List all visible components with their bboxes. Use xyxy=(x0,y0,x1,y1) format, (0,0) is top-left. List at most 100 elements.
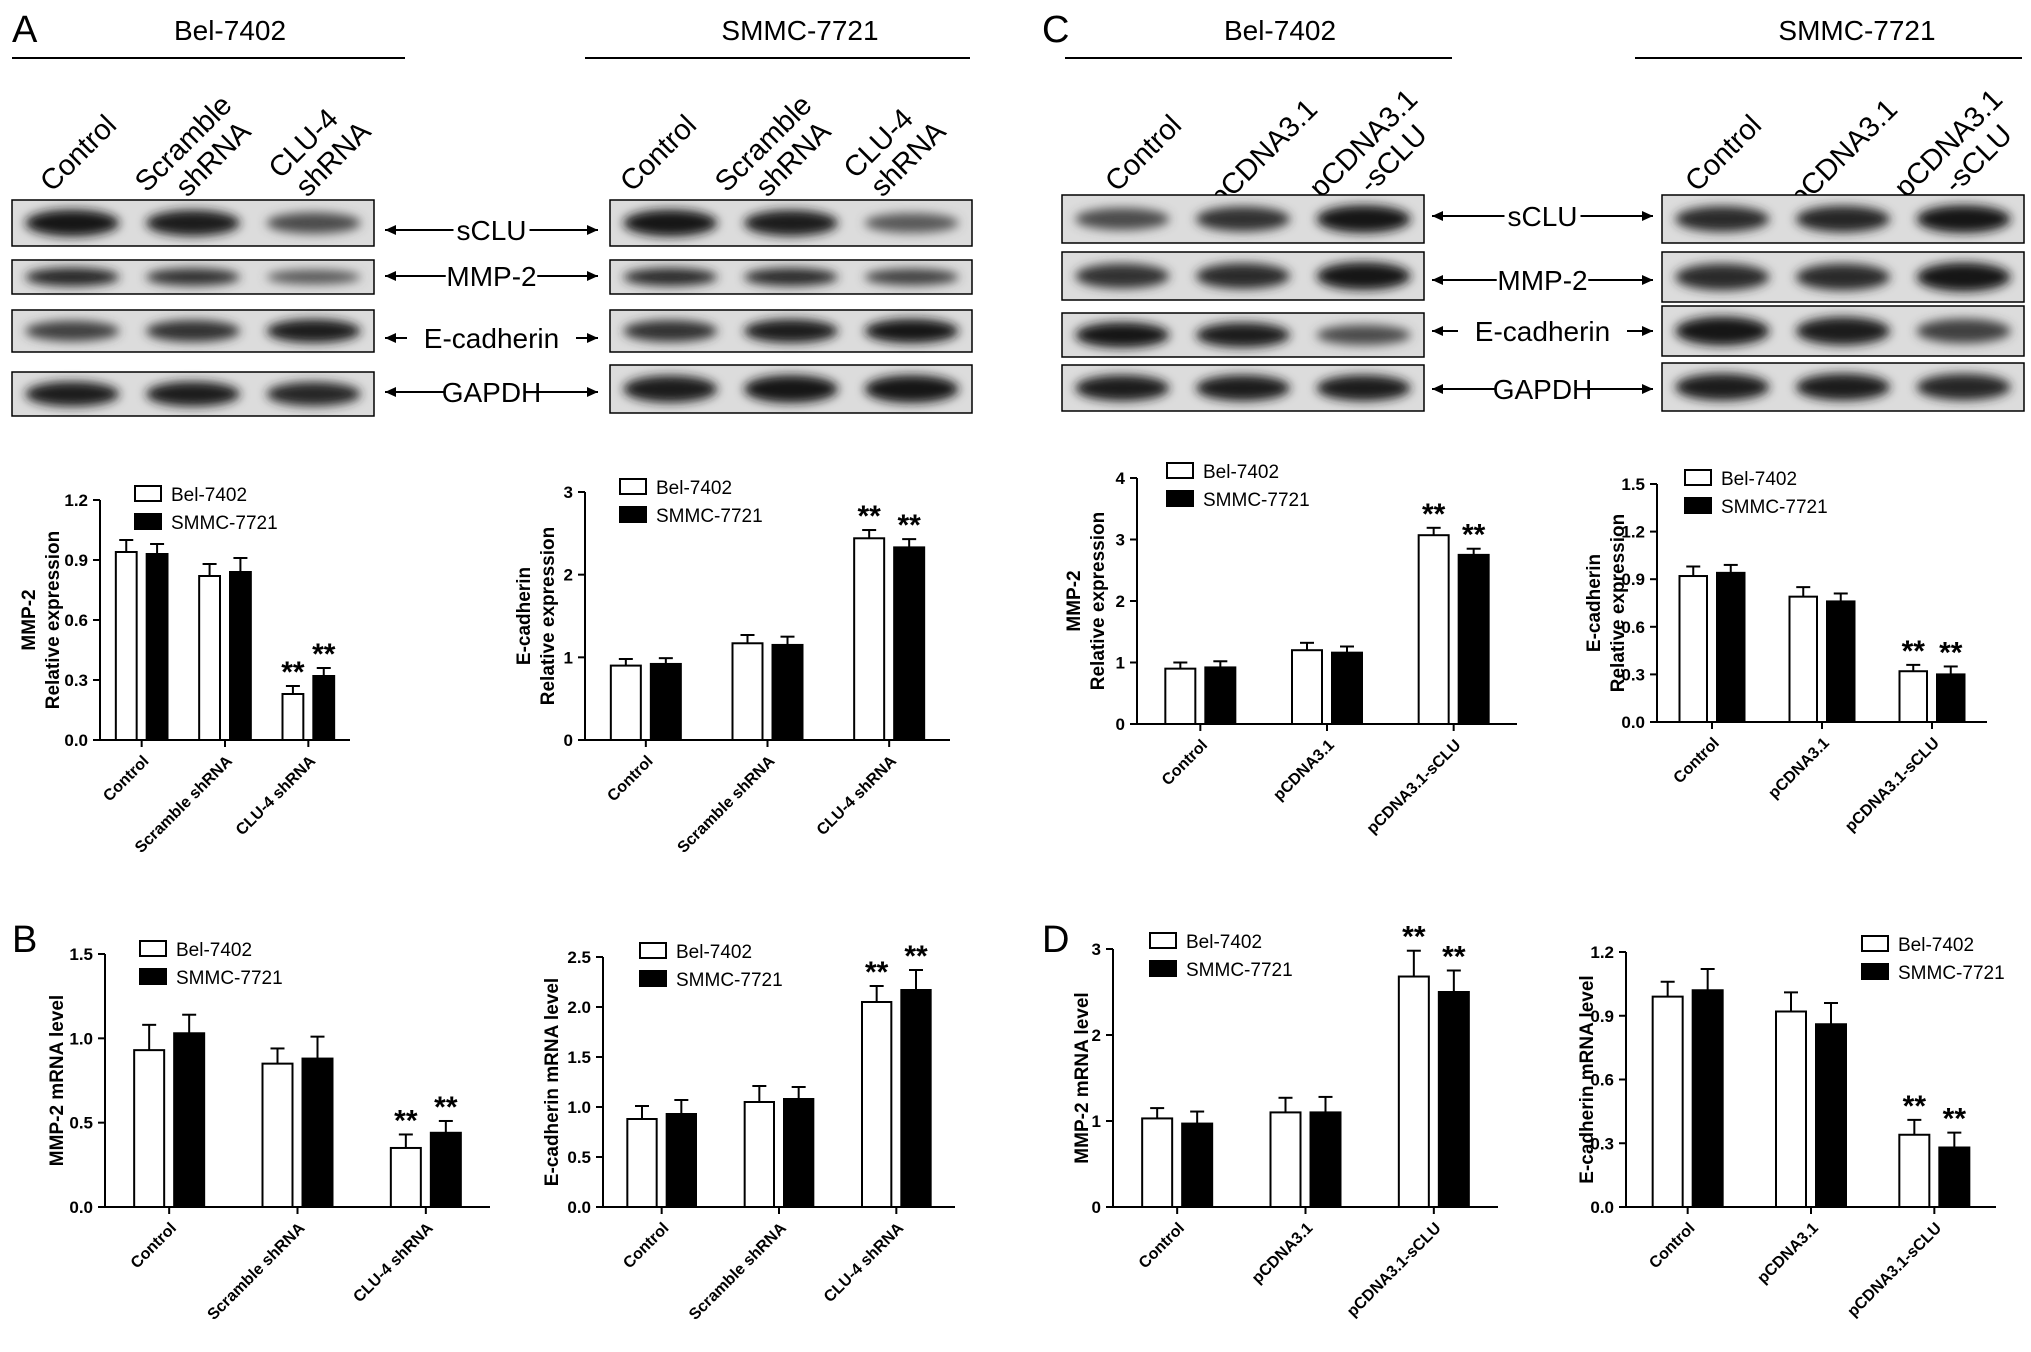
blot-band xyxy=(864,213,959,233)
arrowhead-left xyxy=(385,387,396,397)
blot-band xyxy=(1075,263,1170,289)
bar-smmc-7721 xyxy=(1815,1023,1847,1208)
y-tick-label: 0.6 xyxy=(1590,1071,1614,1090)
x-tick-label: Control xyxy=(1159,737,1211,789)
bar-smmc-7721 xyxy=(771,643,804,742)
significance-marker: ** xyxy=(1402,921,1426,954)
y-tick-label: 2.0 xyxy=(567,998,591,1017)
legend-label: Bel-7402 xyxy=(176,940,252,961)
y-axis-label: Relative expression xyxy=(1088,512,1109,690)
blot-band xyxy=(1075,207,1170,231)
y-tick-label: 0.0 xyxy=(1621,713,1645,732)
y-tick-label: 0 xyxy=(564,731,573,750)
legend-label: Bel-7402 xyxy=(676,942,752,963)
lane-label-line: Control xyxy=(614,109,703,198)
arrowhead-right xyxy=(1642,211,1653,221)
lane-label: Control xyxy=(1679,109,1768,198)
lane-label-line: Control xyxy=(1099,109,1188,198)
blot-band xyxy=(1675,373,1770,401)
bar-bel-7402 xyxy=(853,537,886,741)
significance-marker: ** xyxy=(1903,1090,1927,1123)
blot-band xyxy=(1795,205,1891,233)
bar-smmc-7721 xyxy=(1826,600,1856,723)
y-tick-label: 2.5 xyxy=(567,948,591,967)
legend-swatch xyxy=(639,970,667,987)
bar-bel-7402 xyxy=(1269,1111,1302,1209)
bar-chart-a-left: 0.0 0.3 0.6 0.9 1.2 MMP-2 Relative expression C… xyxy=(19,485,350,857)
y-tick-label: 0.9 xyxy=(64,551,88,570)
bar-smmc-7721 xyxy=(312,675,336,741)
bar-chart-a-right: 0 1 2 3 E-cadherin Relative expression Control… xyxy=(514,478,950,857)
significance-marker: ** xyxy=(1902,635,1926,668)
arrowhead-right xyxy=(587,225,598,235)
significance-marker: ** xyxy=(897,509,921,542)
lane-label-line: Control xyxy=(1679,109,1768,198)
arrowhead-left xyxy=(385,333,396,343)
significance-marker: ** xyxy=(865,956,889,989)
lane-label: Control xyxy=(614,109,703,198)
arrowhead-right xyxy=(1642,384,1653,394)
bar-smmc-7721 xyxy=(893,546,926,741)
blot-band xyxy=(1195,322,1291,348)
blot-band xyxy=(623,267,718,287)
x-tick-label: pCDNA3.1-sCLU xyxy=(1344,1220,1445,1321)
bar-chart-d-left: 0 1 2 3 MMP-2 mRNA level Control pCDNA3.1 ** ** p… xyxy=(1072,921,1498,1321)
lane-label: Control xyxy=(34,109,123,198)
bar-bel-7402 xyxy=(1651,995,1684,1208)
blot-band xyxy=(1916,373,2011,401)
protein-label: E-cadherin xyxy=(1475,316,1610,347)
x-tick-label: CLU-4 shRNA xyxy=(821,1219,908,1306)
bar-chart-c-left: 0 1 2 3 4 MMP-2 Relative expression Control pCDN… xyxy=(1064,462,1517,837)
y-tick-label: 0.0 xyxy=(69,1198,93,1217)
x-tick-label: pCDNA3.1 xyxy=(1270,737,1337,804)
legend-label: Bel-7402 xyxy=(1186,932,1262,953)
bar-bel-7402 xyxy=(198,575,222,741)
y-axis-label: MMP-2 mRNA level xyxy=(1072,992,1093,1163)
y-tick-label: 1.0 xyxy=(69,1029,93,1048)
y-tick-label: 2 xyxy=(564,566,573,585)
blot-band xyxy=(1675,206,1770,232)
cell-line-label: SMMC-7721 xyxy=(721,15,878,46)
blot-band xyxy=(266,381,361,407)
protein-label: GAPDH xyxy=(1493,374,1593,405)
significance-marker: ** xyxy=(904,940,928,973)
y-tick-label: 1.2 xyxy=(1621,523,1645,542)
blot-band xyxy=(1675,263,1770,291)
blot-band xyxy=(1675,316,1770,346)
legend-label: SMMC-7721 xyxy=(1186,960,1293,981)
blot-band xyxy=(1316,205,1411,233)
bar-smmc-7721 xyxy=(665,1113,698,1208)
legend-swatch xyxy=(1684,469,1712,486)
y-tick-label: 3 xyxy=(1116,531,1125,550)
bar-smmc-7721 xyxy=(301,1057,334,1209)
bar-chart-c-right: 0.0 0.3 0.6 0.9 1.2 1.5 E-cadherin Relative exp… xyxy=(1584,469,1987,835)
y-tick-label: 1.2 xyxy=(1590,943,1614,962)
y-tick-label: 0.0 xyxy=(567,1198,591,1217)
y-tick-label: 0.3 xyxy=(1590,1134,1614,1153)
legend-swatch xyxy=(134,485,162,502)
y-tick-label: 0 xyxy=(1092,1198,1101,1217)
y-tick-label: 0.5 xyxy=(567,1148,591,1167)
bar-smmc-7721 xyxy=(1716,571,1746,723)
bar-bel-7402 xyxy=(1898,670,1928,724)
arrowhead-left xyxy=(1432,275,1443,285)
protein-label: MMP-2 xyxy=(446,261,536,292)
x-tick-label: Control xyxy=(1671,735,1723,787)
bar-bel-7402 xyxy=(1164,667,1197,726)
legend-swatch xyxy=(134,513,162,530)
blot-band xyxy=(1916,318,2011,344)
significance-marker: ** xyxy=(1462,519,1486,552)
x-tick-label: pCDNA3.1 xyxy=(1765,735,1832,802)
protein-label: sCLU xyxy=(456,215,526,246)
blot-band xyxy=(1795,316,1891,346)
y-tick-label: 1 xyxy=(1116,654,1125,673)
blot-band xyxy=(623,209,718,237)
arrowhead-right xyxy=(587,387,598,397)
x-tick-label: Control xyxy=(604,753,656,805)
blot-band xyxy=(1795,263,1891,291)
x-tick-label: Scramble shRNA xyxy=(205,1219,309,1323)
x-tick-label: pCDNA3.1 xyxy=(1249,1220,1316,1287)
x-tick-label: pCDNA3.1-sCLU xyxy=(1364,737,1465,838)
significance-marker: ** xyxy=(1939,636,1963,669)
